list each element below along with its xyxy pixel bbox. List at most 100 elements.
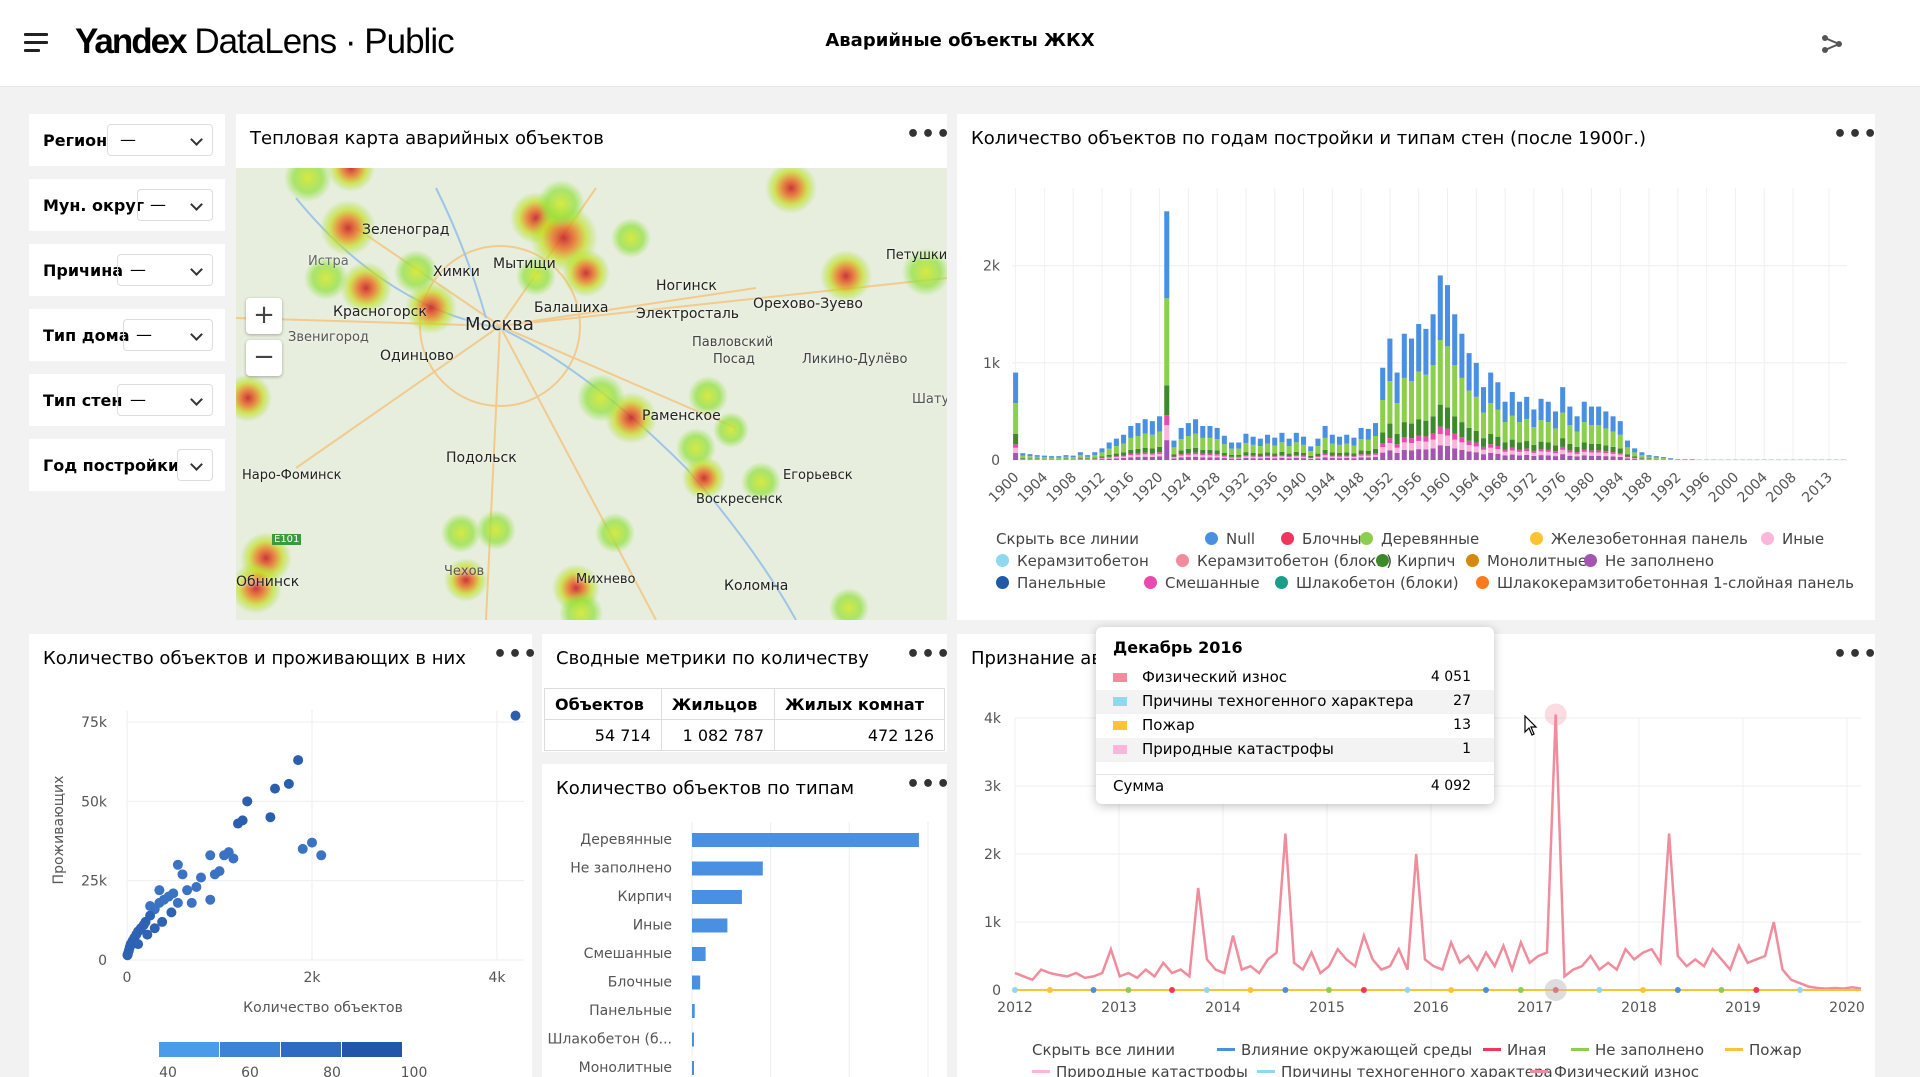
legend-item[interactable]: Природные катастрофы [1032, 1063, 1248, 1077]
legend-item[interactable]: Иные [1761, 530, 1824, 548]
legend-item[interactable]: Смешанные [1144, 574, 1260, 592]
build-year-select[interactable] [177, 449, 213, 481]
legend-item[interactable]: Деревянные [1360, 530, 1479, 548]
hide-all-lines-button[interactable]: Скрыть все линии [1032, 1041, 1175, 1059]
legend-swatch [1176, 554, 1189, 567]
bar-segment [1020, 457, 1026, 459]
region-select[interactable]: — [107, 124, 213, 156]
wall-type-select[interactable]: — [117, 384, 213, 416]
x-tick-label: 1996 [1677, 469, 1714, 506]
bar-segment [1459, 449, 1465, 460]
legend-item[interactable]: Причины техногенного характера [1257, 1063, 1553, 1077]
bar-segment [1624, 457, 1630, 459]
legend-item[interactable]: Шлакокерамзитобетонная 1-слойная панель [1476, 574, 1854, 592]
district-select[interactable]: — [137, 189, 213, 221]
highlight-point [1544, 979, 1567, 1001]
bar-segment [1171, 457, 1177, 459]
legend-item[interactable]: Влияние окружающей среды [1217, 1041, 1472, 1059]
y-tick-label: 25k [81, 874, 108, 890]
bar-segment [1214, 454, 1220, 456]
category-label: Не заполнено [570, 861, 672, 877]
legend-item[interactable]: Керамзитобетон [996, 552, 1149, 570]
category-label: Иные [633, 918, 672, 934]
app-logo[interactable]: Yandex DataLens · Public [75, 22, 455, 62]
types-chart[interactable]: Деревянные Не заполнено Кирпич Иные Смешанны… [542, 764, 947, 1077]
bar-segment [1013, 453, 1019, 460]
legend-item[interactable]: Физический износ [1530, 1063, 1699, 1077]
zoom-out-button[interactable]: − [246, 340, 282, 376]
bar-segment [1437, 404, 1443, 427]
bar-segment [1516, 449, 1522, 452]
legend-item[interactable]: Пожар [1725, 1041, 1802, 1059]
series-point [1360, 987, 1367, 993]
bar-segment [1596, 406, 1602, 426]
bar-segment [1567, 455, 1573, 460]
house-type-select[interactable]: — [123, 319, 213, 351]
card-menu-button[interactable]: ••• [906, 772, 952, 797]
card-menu-button[interactable]: ••• [906, 122, 952, 147]
map-area[interactable]: Зеленоград Истра Химки Мытищи Петушки Но… [236, 168, 947, 620]
bar-segment [1221, 452, 1227, 456]
bar-segment [1365, 457, 1371, 460]
map-label: Посад [713, 352, 755, 367]
bar-segment [1322, 426, 1328, 438]
card-menu-button[interactable]: ••• [1833, 122, 1879, 147]
bar-segment [1387, 443, 1393, 451]
legend-swatch [1281, 532, 1294, 545]
legend-item[interactable]: Железобетонная панель [1530, 530, 1748, 548]
bar-segment [1135, 448, 1141, 454]
share-icon[interactable] [1820, 32, 1844, 56]
y-tick-label: 2k [984, 847, 1002, 863]
bar-segment [1322, 437, 1328, 450]
card-title: Тепловая карта аварийных объектов [250, 128, 604, 149]
bar-segment [1049, 457, 1055, 459]
legend-label: Иные [1782, 530, 1825, 548]
bar-segment [1531, 427, 1537, 445]
bar-segment [1329, 443, 1335, 453]
bar-segment [1113, 438, 1119, 447]
bar-segment [1272, 445, 1278, 454]
legend-item[interactable]: Не заполнено [1571, 1041, 1704, 1059]
bar-segment [1588, 452, 1594, 456]
card-menu-button[interactable]: ••• [1833, 642, 1879, 667]
mouse-cursor-icon [1524, 715, 1538, 736]
select-value: — [120, 130, 136, 149]
bar-segment [1229, 454, 1235, 457]
legend-item[interactable]: Керамзитобетон (блоки) [1176, 552, 1392, 570]
road-badge: E101 [272, 534, 302, 545]
scatter-chart[interactable]: 0 25k 50k 75k 0 2k 4k Количество объектов Прожив… [29, 634, 532, 1077]
legend-item[interactable]: Не заполнено [1584, 552, 1714, 570]
bar-segment [1157, 446, 1163, 453]
map-label: Москва [465, 314, 534, 335]
card-menu-button[interactable]: ••• [493, 642, 539, 667]
legend-item[interactable]: Null [1205, 530, 1255, 548]
years-chart[interactable]: 01k2k19001904190819121916192019241928193… [957, 168, 1875, 568]
filter-wall-type: Тип стен — [29, 374, 225, 426]
bar-segment [1178, 455, 1184, 458]
category-label: Кирпич [618, 889, 672, 905]
zoom-in-button[interactable]: + [246, 298, 282, 334]
scatter-point [265, 812, 276, 823]
bar-segment [1581, 401, 1587, 423]
card-menu-button[interactable]: ••• [906, 642, 952, 667]
legend-item[interactable]: Кирпич [1376, 552, 1455, 570]
legend-item[interactable]: Монолитные [1466, 552, 1587, 570]
reason-select[interactable]: — [117, 254, 213, 286]
select-value: — [150, 195, 166, 214]
bar-segment [1495, 382, 1501, 410]
legend-item[interactable]: Шлакобетон (блоки) [1275, 574, 1459, 592]
map-label: Истра [308, 254, 349, 269]
legend-item[interactable]: Блочные [1281, 530, 1371, 548]
legend-item[interactable]: Иная [1483, 1041, 1546, 1059]
x-tick-label: 2014 [1205, 1000, 1241, 1016]
menu-icon[interactable] [24, 33, 50, 53]
bar-segment [1077, 457, 1083, 459]
hide-all-lines-button[interactable]: Скрыть все линии [996, 530, 1139, 548]
map-label: Красногорск [333, 304, 427, 320]
legend-item[interactable]: Панельные [996, 574, 1106, 592]
series-swatch [1113, 745, 1127, 754]
bar-segment [1171, 447, 1177, 455]
chevron-down-icon [190, 263, 203, 276]
tooltip-sum-row: Сумма 4 092 [1096, 774, 1494, 798]
bar-segment [1301, 456, 1307, 459]
